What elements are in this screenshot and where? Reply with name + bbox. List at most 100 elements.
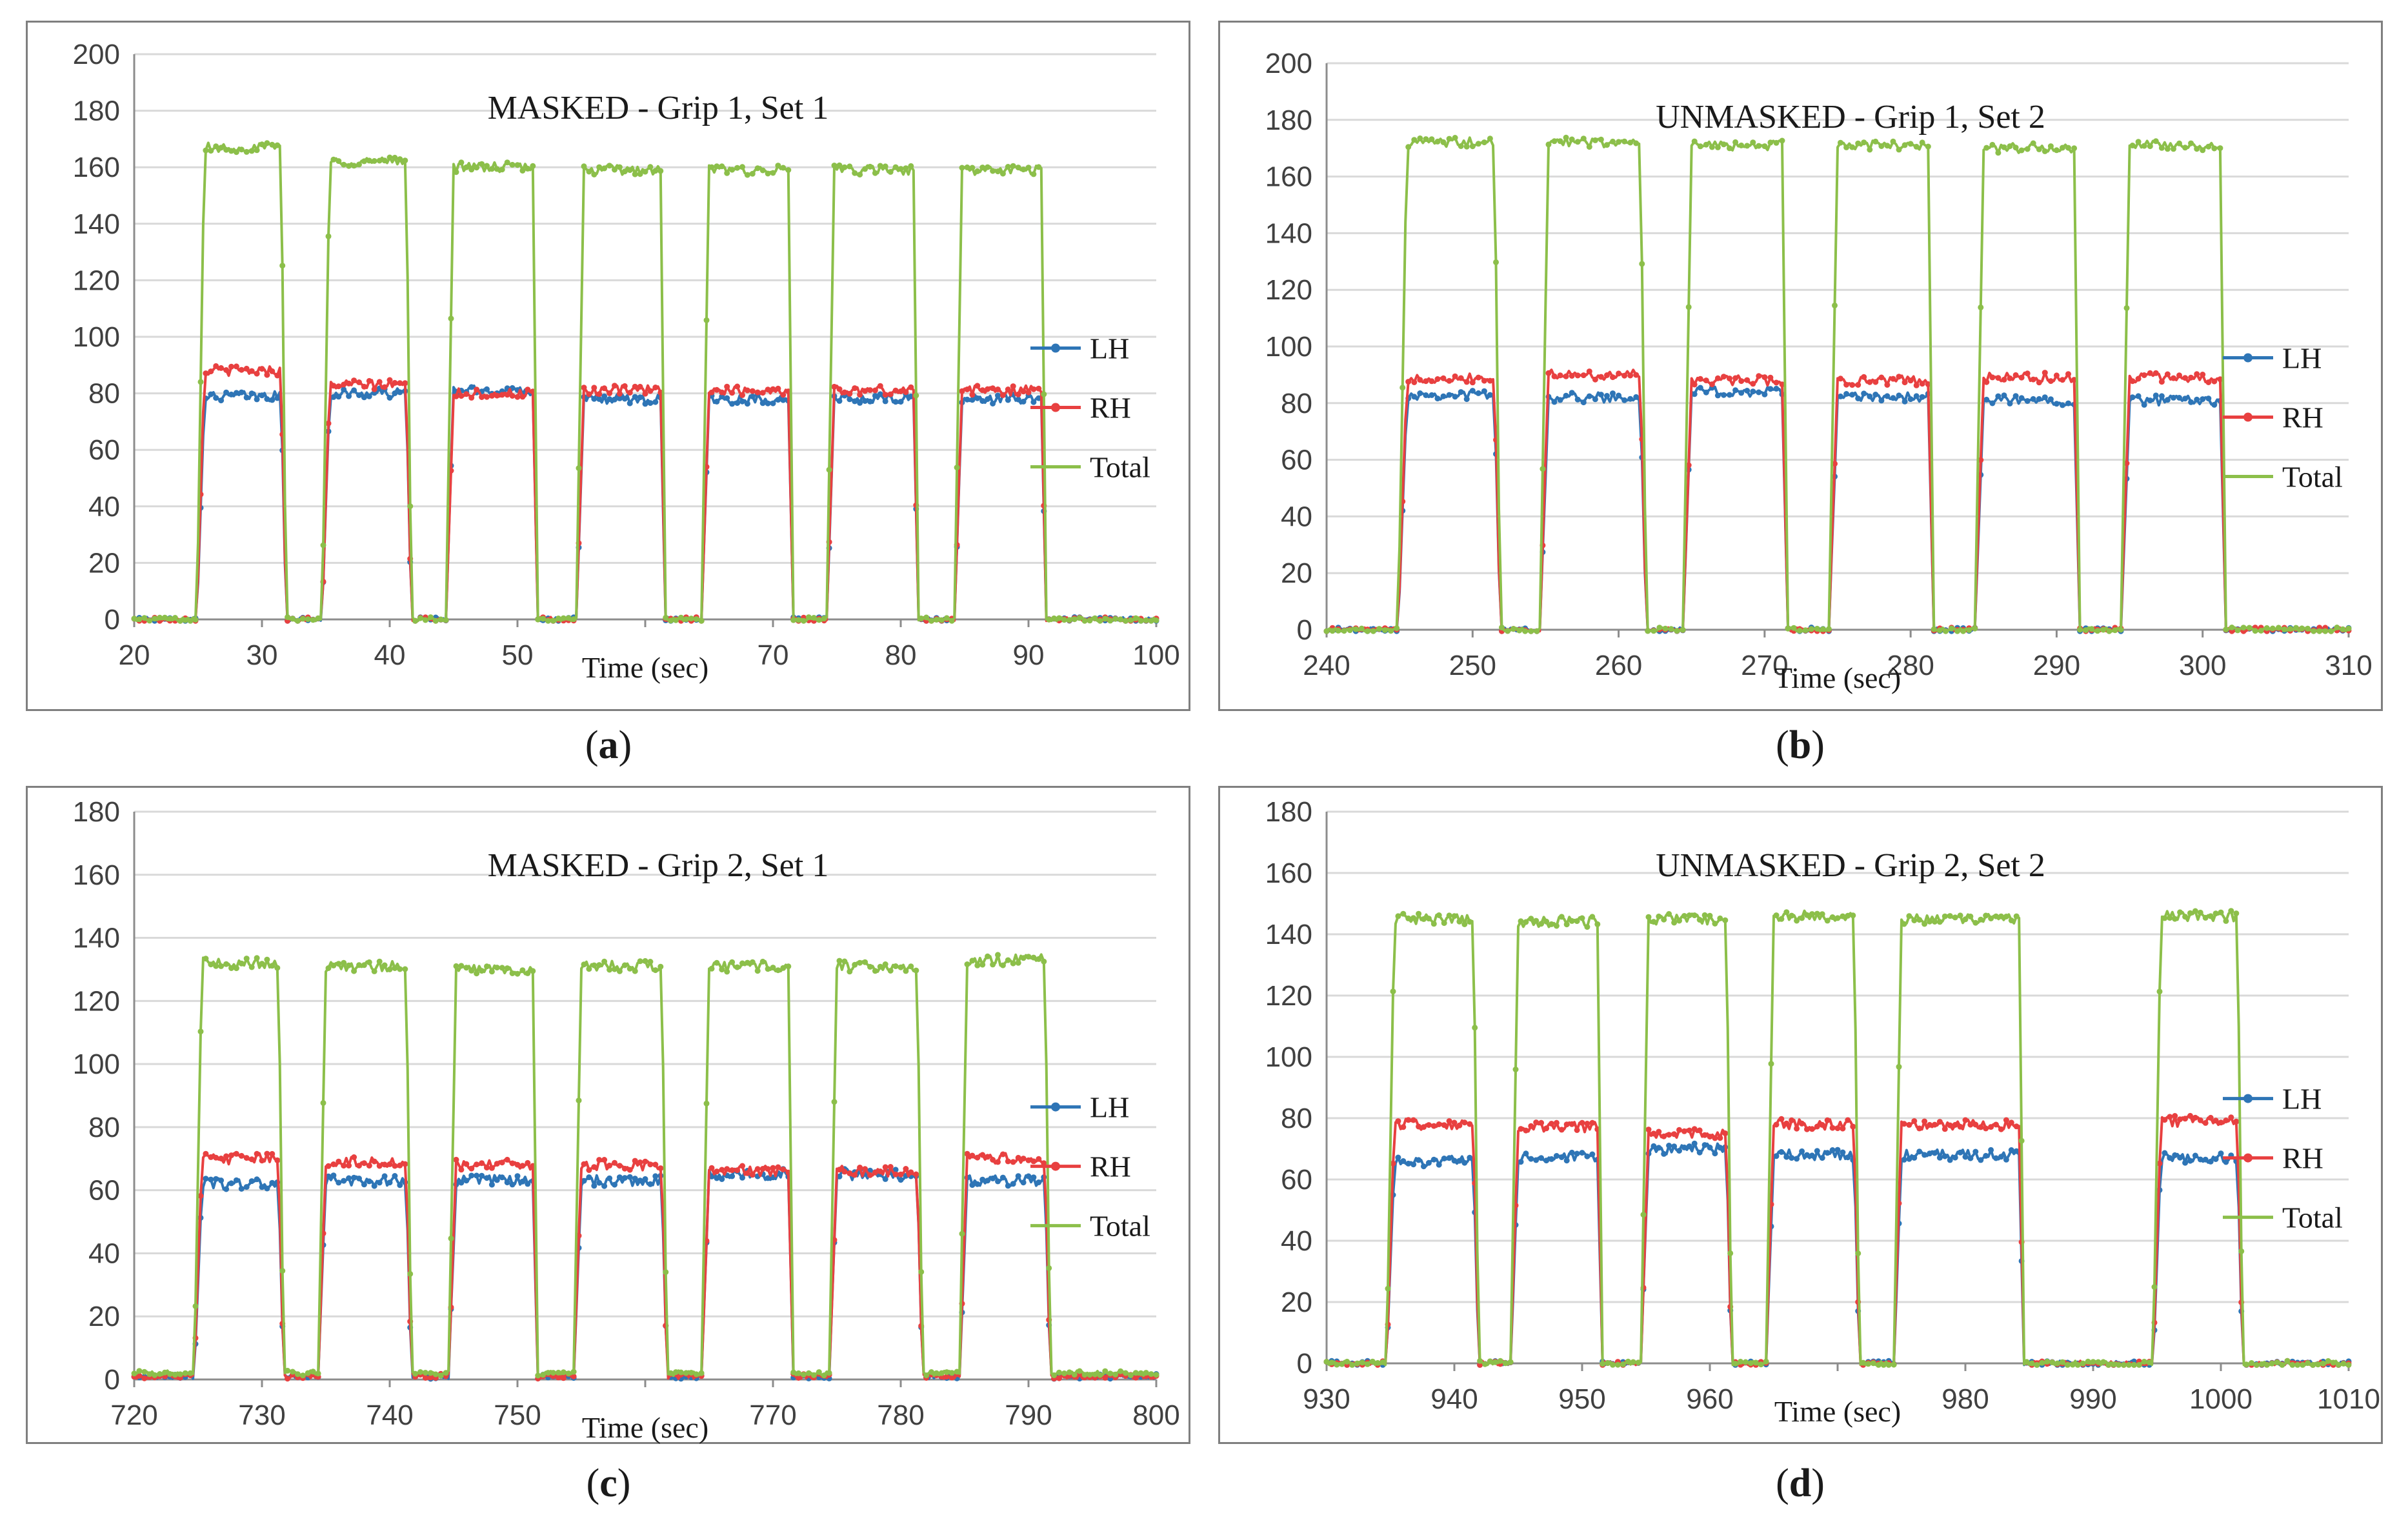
- data-point: [381, 384, 388, 390]
- y-tick-label: 40: [1281, 501, 1312, 532]
- data-point: [790, 617, 797, 623]
- data-point: [1015, 396, 1021, 403]
- data-point: [719, 1176, 725, 1182]
- data-point: [591, 385, 597, 391]
- data-point: [2007, 375, 2013, 381]
- data-point: [254, 1176, 260, 1183]
- data-point: [1020, 1179, 1027, 1186]
- data-point: [2141, 401, 2147, 408]
- data-point: [969, 958, 976, 964]
- data-point: [1610, 1361, 1616, 1368]
- data-point: [612, 166, 617, 173]
- data-point: [550, 1370, 556, 1376]
- data-point: [2054, 1360, 2061, 1367]
- data-point: [2187, 1112, 2193, 1119]
- data-point: [1087, 1372, 1093, 1378]
- data-point: [2299, 625, 2305, 632]
- data-point: [647, 1161, 654, 1168]
- y-tick-label: 180: [73, 796, 120, 828]
- data-point: [1742, 1359, 1749, 1365]
- data-point: [1656, 913, 1662, 919]
- data-point: [1416, 1123, 1422, 1130]
- data-point: [1410, 915, 1417, 921]
- data-point: [1604, 393, 1610, 399]
- data-point: [780, 397, 787, 403]
- data-point: [366, 1163, 372, 1169]
- data-point: [1957, 1123, 1963, 1130]
- data-point: [356, 161, 362, 168]
- series-markers-total: [1323, 908, 2352, 1368]
- x-tick-label: 770: [749, 1399, 796, 1431]
- data-point: [453, 393, 459, 399]
- data-point: [259, 366, 265, 372]
- data-point: [601, 1183, 608, 1189]
- data-point: [1896, 1063, 1902, 1070]
- data-point: [607, 1162, 613, 1168]
- data-point: [1395, 1118, 1401, 1125]
- data-point: [903, 165, 909, 172]
- data-point: [985, 953, 991, 959]
- data-point: [386, 154, 393, 161]
- data-point: [1983, 1152, 1989, 1159]
- data-point: [1097, 617, 1103, 624]
- data-point: [2217, 145, 2223, 152]
- data-point: [264, 1185, 270, 1192]
- data-point: [1686, 1143, 1692, 1150]
- data-point: [708, 1165, 715, 1171]
- data-point: [2172, 916, 2178, 922]
- y-tick-label: 40: [1281, 1225, 1312, 1257]
- data-point: [1563, 921, 1570, 928]
- data-point: [1983, 379, 1990, 385]
- data-point: [744, 401, 750, 407]
- data-point: [1849, 144, 1856, 150]
- data-point: [1046, 616, 1052, 623]
- data-point: [1978, 457, 1984, 463]
- data-point: [831, 163, 838, 168]
- data-point: [248, 390, 255, 397]
- data-point: [2281, 626, 2287, 632]
- data-point: [1989, 374, 1996, 381]
- data-point: [1875, 1361, 1881, 1368]
- data-point: [647, 164, 654, 170]
- data-point: [2001, 144, 2007, 150]
- x-tick-label: 310: [2325, 650, 2372, 681]
- data-point: [1804, 912, 1810, 918]
- data-point: [964, 1150, 970, 1157]
- data-point: [1666, 911, 1672, 917]
- x-tick-label: 720: [110, 1399, 157, 1431]
- data-point: [2164, 371, 2171, 377]
- data-point: [1589, 914, 1596, 920]
- data-point: [985, 1154, 991, 1160]
- data-point: [908, 963, 914, 970]
- data-point: [361, 1181, 367, 1188]
- data-point: [1574, 1127, 1580, 1133]
- data-point: [1354, 1360, 1360, 1367]
- data-point: [2172, 1113, 2178, 1119]
- data-point: [954, 465, 960, 471]
- data-point: [1840, 1125, 1846, 1132]
- data-point: [586, 168, 592, 175]
- legend-marker-lh: [2243, 1094, 2252, 1103]
- data-point: [259, 1184, 265, 1190]
- data-point: [1778, 1148, 1785, 1155]
- data-point: [749, 170, 756, 177]
- data-point: [831, 1099, 838, 1105]
- data-point: [2013, 1123, 2020, 1130]
- series-markers-total: [1323, 134, 2352, 634]
- data-point: [1066, 617, 1072, 623]
- data-point: [1061, 1370, 1067, 1376]
- data-point: [2340, 1361, 2347, 1367]
- data-point: [759, 390, 766, 396]
- data-point: [2008, 917, 2014, 923]
- data-point: [1703, 389, 1709, 396]
- data-point: [2018, 1138, 2025, 1144]
- data-point: [514, 162, 521, 168]
- data-point: [999, 1151, 1006, 1158]
- data-point: [882, 1176, 888, 1182]
- data-point: [1932, 919, 1938, 925]
- data-point: [2182, 396, 2189, 402]
- data-point: [985, 164, 991, 170]
- data-point: [1783, 1120, 1790, 1127]
- data-point: [1919, 381, 1925, 387]
